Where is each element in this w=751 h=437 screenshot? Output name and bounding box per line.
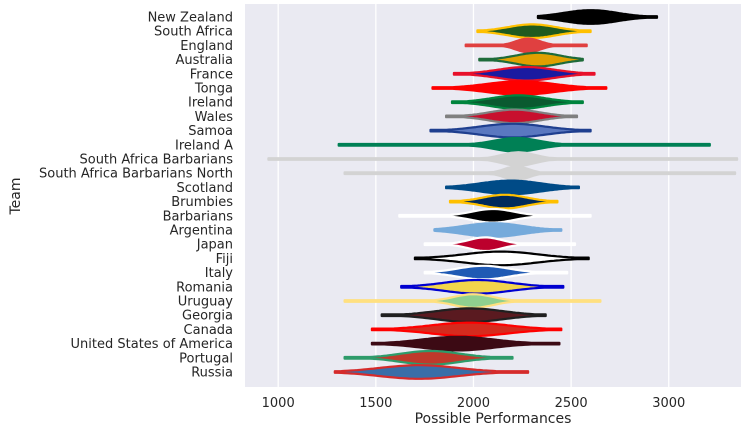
y-tick-label: Wales	[195, 110, 234, 125]
violin-body	[343, 349, 514, 366]
violin-body	[450, 94, 584, 111]
violin-tonga	[431, 80, 608, 96]
y-tick-label: Ireland A	[175, 138, 233, 153]
y-tick-label: Portugal	[179, 351, 233, 366]
x-tick-label: 3000	[652, 396, 685, 411]
violin-barbarians	[398, 207, 592, 224]
violin-australia	[478, 51, 584, 68]
y-tick-label: Georgia	[182, 309, 233, 324]
violin-japan	[423, 236, 577, 253]
violin-russia	[333, 364, 530, 380]
violin-france	[452, 65, 596, 82]
violin-south-africa-barbarians	[267, 151, 739, 167]
y-tick-label: South Africa	[154, 25, 233, 40]
violin-body	[400, 278, 565, 295]
violin-body	[343, 165, 737, 182]
violin-body	[433, 222, 563, 238]
violin-body	[423, 264, 569, 281]
violin-body	[267, 151, 739, 167]
violin-body	[476, 23, 592, 40]
x-tick-label: 2000	[457, 396, 490, 411]
y-axis-label: Team	[8, 177, 24, 215]
y-tick-label: Scotland	[176, 181, 233, 196]
violin-body	[413, 250, 590, 267]
y-tick-label: France	[190, 67, 233, 82]
violin-england	[464, 37, 588, 54]
violin-united-states-of-america	[370, 335, 561, 352]
violin-body	[464, 37, 588, 54]
y-tick-label: Australia	[175, 53, 233, 68]
violin-body	[445, 179, 580, 196]
y-tick-label: Barbarians	[163, 209, 234, 224]
y-tick-label: Samoa	[188, 124, 233, 139]
violin-body	[337, 136, 711, 153]
violin-body	[478, 51, 584, 68]
violin-argentina	[433, 222, 563, 238]
violin-body	[333, 364, 530, 380]
y-tick-label: Uruguay	[178, 295, 234, 310]
violins	[267, 9, 739, 380]
y-tick-label: Brumbies	[171, 195, 233, 210]
violin-body	[452, 65, 596, 82]
x-tick-labels: 1000 1500 2000 2500 3000	[262, 396, 686, 411]
violin-ireland-a	[337, 136, 711, 153]
violin-body	[398, 207, 592, 224]
violin-south-africa	[476, 23, 592, 40]
violin-canada	[370, 321, 563, 338]
y-tick-label: United States of America	[71, 337, 233, 352]
violin-body	[431, 80, 608, 96]
violin-samoa	[429, 122, 592, 139]
y-tick-label: South Africa Barbarians North	[39, 167, 233, 182]
violin-scotland	[445, 179, 580, 196]
y-tick-label: Canada	[184, 323, 233, 338]
violin-georgia	[380, 307, 547, 324]
violin-uruguay	[343, 293, 602, 309]
x-tick-label: 1500	[359, 396, 392, 411]
violin-body	[445, 108, 579, 125]
y-tick-label: Argentina	[170, 224, 233, 239]
x-tick-label: 1000	[262, 396, 295, 411]
y-tick-label: England	[180, 39, 233, 54]
violin-body	[448, 193, 559, 210]
x-tick-label: 2500	[555, 396, 588, 411]
y-tick-label: Fiji	[216, 252, 233, 267]
y-tick-label: Tonga	[194, 82, 233, 97]
violin-ireland	[450, 94, 584, 111]
violin-body	[370, 335, 561, 352]
violin-romania	[400, 278, 565, 295]
y-tick-label: Russia	[191, 366, 233, 381]
violin-fiji	[413, 250, 590, 267]
y-tick-label: Japan	[196, 238, 233, 253]
violin-body	[429, 122, 592, 139]
violin-body	[536, 9, 659, 25]
violin-body	[423, 236, 577, 253]
y-tick-label: Romania	[176, 280, 233, 295]
violin-brumbies	[448, 193, 559, 210]
violin-body	[370, 321, 563, 338]
y-tick-label: Italy	[205, 266, 234, 281]
violin-new-zealand	[536, 9, 659, 25]
y-tick-label: New Zealand	[148, 11, 233, 26]
violin-body	[343, 293, 602, 309]
y-tick-label: South Africa Barbarians	[79, 153, 233, 168]
violin-body	[380, 307, 547, 324]
violin-wales	[445, 108, 579, 125]
violin-portugal	[343, 349, 514, 366]
violin-south-africa-barbarians-north	[343, 165, 737, 182]
y-tick-label: Ireland	[188, 96, 233, 111]
x-axis-label: Possible Performances	[415, 411, 572, 427]
violin-italy	[423, 264, 569, 281]
